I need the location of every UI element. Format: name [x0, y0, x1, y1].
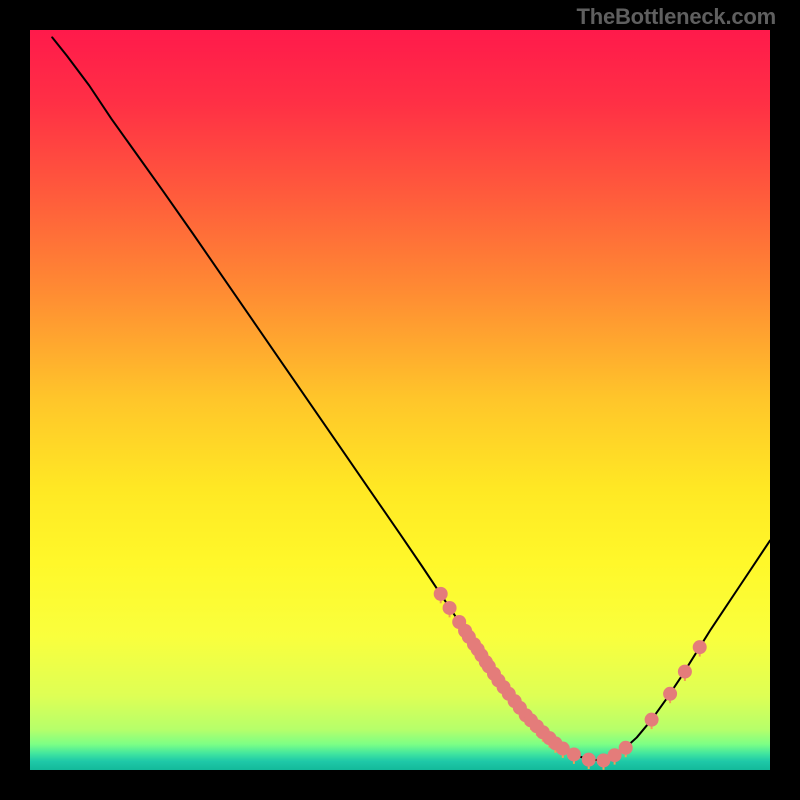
scatter-point	[693, 640, 707, 654]
plot-area	[30, 30, 770, 770]
scatter-point	[582, 753, 596, 767]
scatter-point	[645, 713, 659, 727]
scatter-point	[443, 601, 457, 615]
scatter-point	[567, 747, 581, 761]
chart-frame: TheBottleneck.com	[0, 0, 800, 800]
watermark-text: TheBottleneck.com	[576, 4, 776, 30]
scatter-point	[663, 687, 677, 701]
chart-svg	[30, 30, 770, 770]
scatter-point	[619, 741, 633, 755]
gradient-background	[30, 30, 770, 770]
scatter-point	[434, 587, 448, 601]
scatter-point	[678, 665, 692, 679]
